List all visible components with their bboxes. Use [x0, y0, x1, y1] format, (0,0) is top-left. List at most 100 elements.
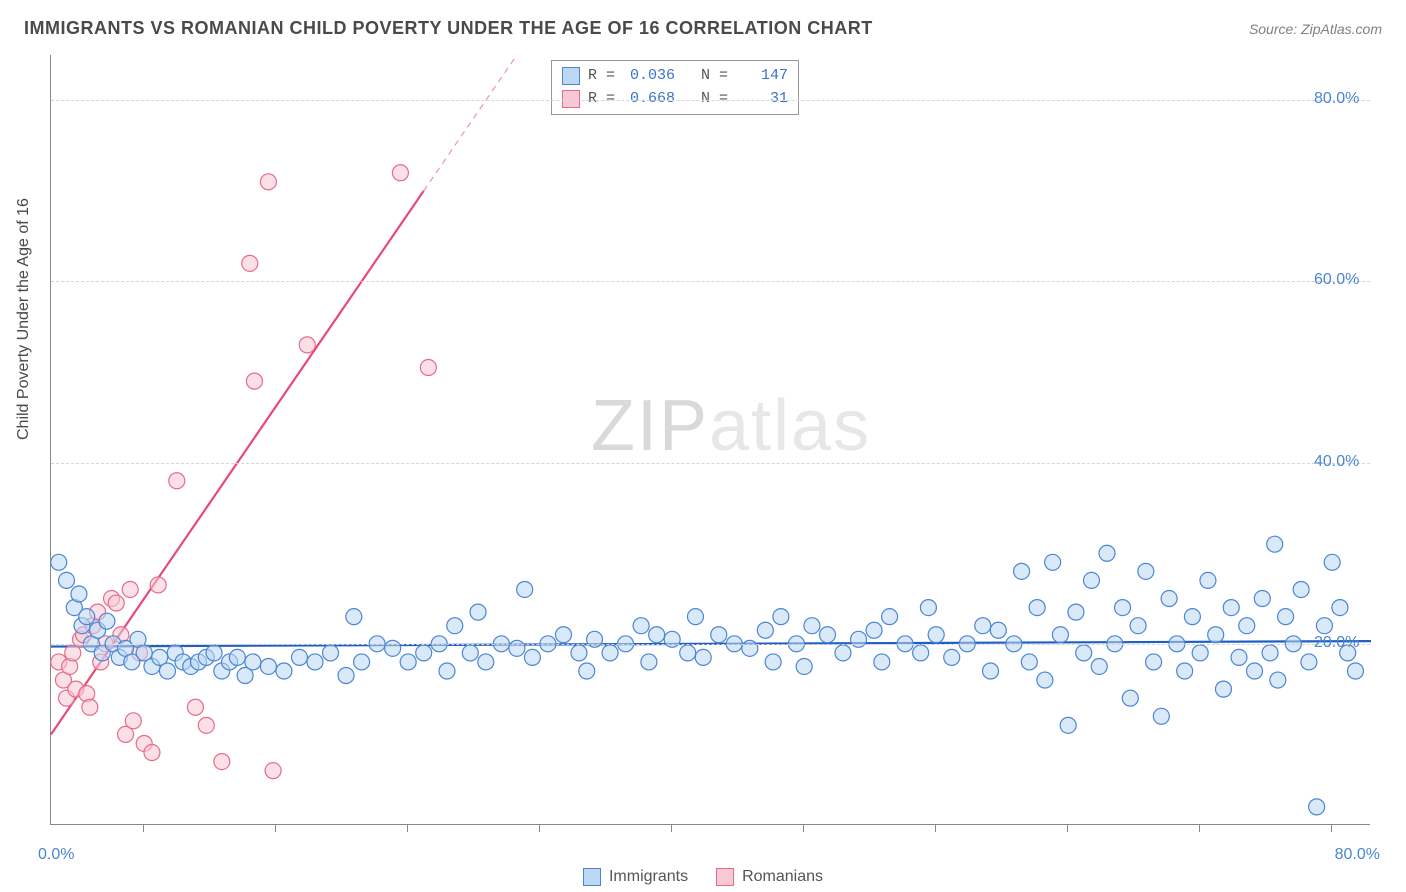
point-immigrants — [307, 654, 323, 670]
legend-stats-row: R =0.668 N =31 — [562, 88, 788, 111]
chart-svg — [51, 55, 1370, 824]
point-immigrants — [1045, 554, 1061, 570]
gridline — [51, 281, 1370, 282]
point-immigrants — [276, 663, 292, 679]
point-immigrants — [447, 618, 463, 634]
point-immigrants — [245, 654, 261, 670]
point-immigrants — [851, 631, 867, 647]
source-label: Source: — [1249, 21, 1301, 37]
x-tick — [671, 824, 672, 832]
point-immigrants — [742, 640, 758, 656]
gridline — [51, 463, 1370, 464]
point-immigrants — [1309, 799, 1325, 815]
point-immigrants — [1270, 672, 1286, 688]
point-immigrants — [79, 609, 95, 625]
point-immigrants — [1316, 618, 1332, 634]
point-romanians — [125, 713, 141, 729]
point-romanians — [122, 581, 138, 597]
y-tick-label: 20.0% — [1314, 634, 1406, 652]
point-immigrants — [159, 663, 175, 679]
point-immigrants — [835, 645, 851, 661]
trendline-romanians-dashed — [424, 55, 517, 191]
legend-label: Romanians — [742, 868, 823, 886]
point-immigrants — [99, 613, 115, 629]
x-axis-min-label: 0.0% — [38, 846, 74, 864]
point-immigrants — [1177, 663, 1193, 679]
point-immigrants — [1146, 654, 1162, 670]
gridline — [51, 644, 1370, 645]
point-romanians — [260, 174, 276, 190]
point-immigrants — [913, 645, 929, 661]
point-immigrants — [874, 654, 890, 670]
point-immigrants — [1052, 627, 1068, 643]
legend-swatch — [716, 868, 734, 886]
point-romanians — [144, 745, 160, 761]
point-immigrants — [882, 609, 898, 625]
point-immigrants — [1184, 609, 1200, 625]
point-immigrants — [819, 627, 835, 643]
x-tick — [143, 824, 144, 832]
point-immigrants — [1060, 717, 1076, 733]
point-immigrants — [796, 658, 812, 674]
point-immigrants — [649, 627, 665, 643]
x-tick — [1331, 824, 1332, 832]
legend-swatch — [583, 868, 601, 886]
x-tick — [407, 824, 408, 832]
y-tick-label: 80.0% — [1314, 90, 1406, 108]
point-immigrants — [1301, 654, 1317, 670]
x-tick — [275, 824, 276, 832]
point-immigrants — [633, 618, 649, 634]
point-immigrants — [602, 645, 618, 661]
point-immigrants — [385, 640, 401, 656]
x-tick — [539, 824, 540, 832]
point-immigrants — [928, 627, 944, 643]
point-romanians — [108, 595, 124, 611]
point-immigrants — [695, 649, 711, 665]
legend-r-label: R = — [588, 88, 615, 111]
point-immigrants — [517, 581, 533, 597]
point-immigrants — [1076, 645, 1092, 661]
point-immigrants — [1083, 572, 1099, 588]
point-romanians — [187, 699, 203, 715]
point-immigrants — [416, 645, 432, 661]
point-immigrants — [1153, 708, 1169, 724]
x-tick — [935, 824, 936, 832]
point-immigrants — [1332, 600, 1348, 616]
point-immigrants — [1029, 600, 1045, 616]
point-romanians — [265, 763, 281, 779]
point-romanians — [150, 577, 166, 593]
point-immigrants — [687, 609, 703, 625]
x-tick — [1067, 824, 1068, 832]
point-romanians — [198, 717, 214, 733]
point-immigrants — [470, 604, 486, 620]
x-tick — [1199, 824, 1200, 832]
point-immigrants — [346, 609, 362, 625]
point-romanians — [392, 165, 408, 181]
point-immigrants — [1239, 618, 1255, 634]
point-romanians — [82, 699, 98, 715]
source-name: ZipAtlas.com — [1301, 21, 1382, 37]
point-immigrants — [509, 640, 525, 656]
point-immigrants — [641, 654, 657, 670]
y-axis-label: Child Poverty Under the Age of 16 — [15, 198, 33, 440]
legend-n-value: 147 — [736, 65, 788, 88]
legend-r-value: 0.036 — [623, 65, 675, 88]
point-immigrants — [866, 622, 882, 638]
point-romanians — [246, 373, 262, 389]
point-immigrants — [206, 645, 222, 661]
point-immigrants — [323, 645, 339, 661]
legend-r-label: R = — [588, 65, 615, 88]
legend-n-label: N = — [683, 88, 728, 111]
point-immigrants — [757, 622, 773, 638]
point-immigrants — [664, 631, 680, 647]
x-tick — [803, 824, 804, 832]
point-immigrants — [579, 663, 595, 679]
point-romanians — [420, 360, 436, 376]
point-immigrants — [1208, 627, 1224, 643]
point-immigrants — [260, 658, 276, 674]
point-immigrants — [354, 654, 370, 670]
legend-item: Romanians — [716, 868, 823, 886]
point-romanians — [169, 473, 185, 489]
point-immigrants — [1130, 618, 1146, 634]
x-axis-max-label: 80.0% — [1335, 846, 1380, 864]
